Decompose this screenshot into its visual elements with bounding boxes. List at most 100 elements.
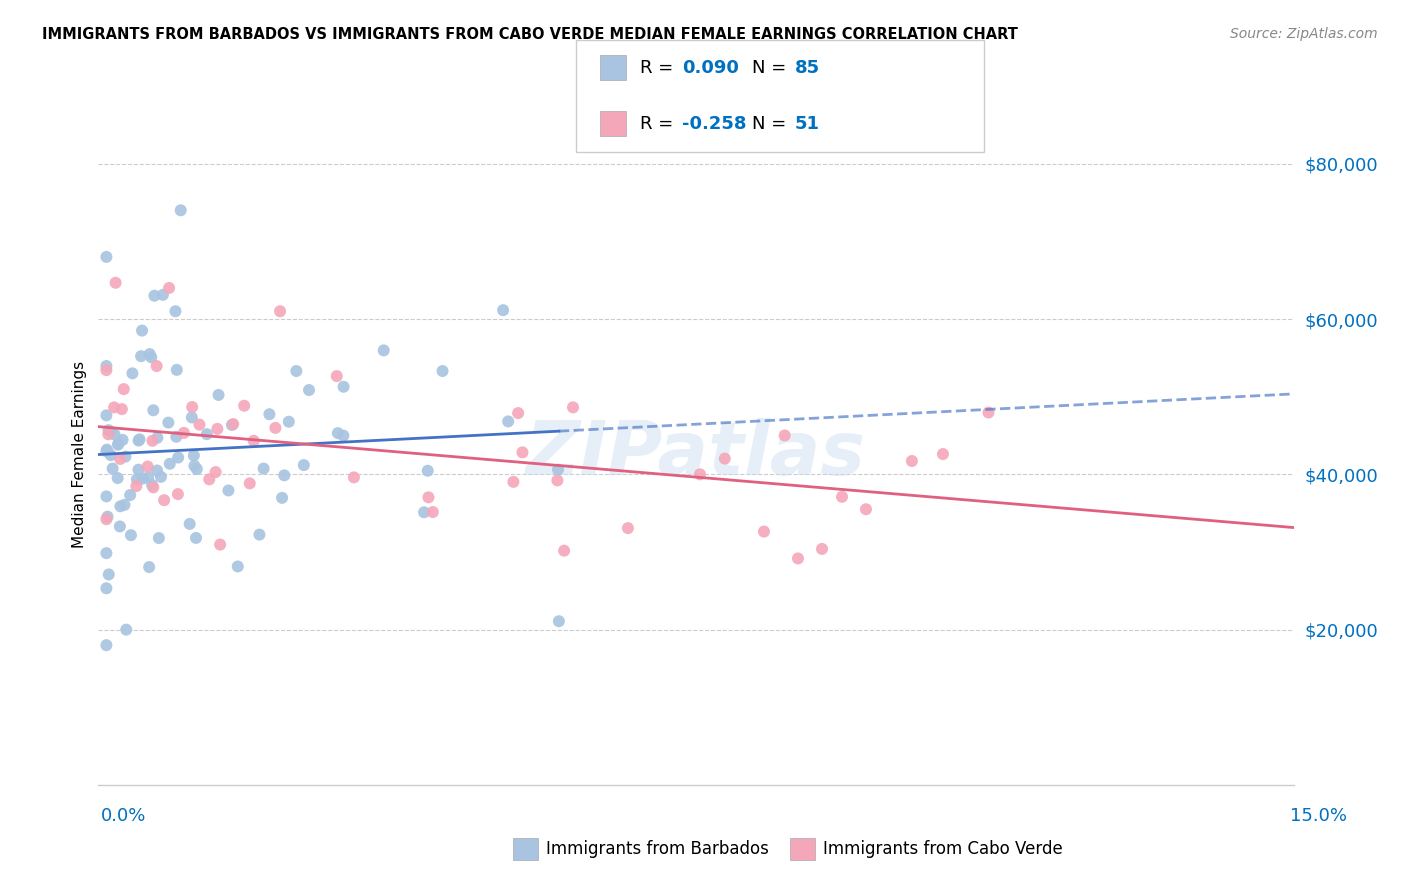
Point: [166, 363, 188, 377]
Point: [114, 450, 136, 464]
Point: [128, 433, 150, 447]
Point: [179, 516, 201, 531]
Point: [207, 388, 229, 402]
Point: [100, 448, 122, 462]
Point: [111, 402, 134, 417]
Point: [146, 463, 169, 477]
Point: [713, 451, 735, 466]
Point: [269, 304, 291, 318]
Point: [145, 359, 167, 373]
Point: [142, 480, 165, 494]
Point: [207, 422, 229, 436]
Point: [855, 502, 877, 516]
Point: [811, 541, 834, 556]
Point: [547, 463, 569, 477]
Point: [149, 470, 172, 484]
Point: [138, 347, 160, 361]
Point: [413, 505, 436, 519]
Point: [97, 567, 120, 582]
Point: [96, 442, 118, 457]
Point: [96, 490, 118, 504]
Point: [548, 614, 571, 628]
Point: [96, 546, 118, 560]
Point: [97, 509, 120, 524]
Point: [298, 383, 321, 397]
Point: [326, 369, 349, 384]
Point: [165, 304, 187, 318]
Point: [198, 472, 221, 486]
Point: [188, 417, 211, 432]
Point: [252, 461, 274, 475]
Point: [264, 421, 287, 435]
Point: [418, 491, 440, 505]
Point: [416, 464, 439, 478]
Point: [546, 474, 568, 488]
Text: Immigrants from Barbados: Immigrants from Barbados: [546, 840, 769, 858]
Point: [97, 423, 120, 437]
Point: [373, 343, 395, 358]
Point: [183, 449, 205, 463]
Point: [432, 364, 454, 378]
Point: [141, 351, 163, 365]
Point: [136, 470, 159, 484]
Point: [114, 498, 136, 512]
Point: [146, 431, 169, 445]
Text: ZIPatlas: ZIPatlas: [526, 418, 866, 491]
Point: [932, 447, 955, 461]
Text: R =: R =: [640, 115, 679, 133]
Point: [96, 250, 118, 264]
Point: [96, 363, 118, 377]
Point: [221, 417, 243, 432]
Point: [128, 434, 150, 448]
Point: [183, 458, 205, 473]
Point: [195, 427, 218, 442]
Point: [831, 490, 853, 504]
Point: [170, 203, 193, 218]
Point: [977, 405, 1000, 419]
Point: [120, 488, 142, 502]
Text: N =: N =: [752, 59, 792, 77]
Point: [787, 551, 810, 566]
Point: [249, 527, 271, 541]
Point: [100, 425, 122, 439]
Point: [553, 543, 575, 558]
Point: [277, 415, 299, 429]
Point: [181, 400, 204, 414]
Point: [773, 428, 796, 442]
Point: [204, 465, 226, 479]
Point: [142, 403, 165, 417]
Point: [96, 638, 118, 652]
Point: [259, 407, 281, 421]
Text: Immigrants from Cabo Verde: Immigrants from Cabo Verde: [823, 840, 1063, 858]
Point: [125, 472, 148, 486]
Point: [103, 427, 125, 442]
Point: [422, 505, 444, 519]
Point: [153, 493, 176, 508]
Point: [96, 359, 118, 373]
Point: [242, 434, 264, 448]
Point: [239, 476, 262, 491]
Point: [173, 425, 195, 440]
Point: [97, 427, 120, 442]
Point: [186, 462, 208, 476]
Point: [512, 445, 534, 459]
Point: [141, 478, 163, 492]
Point: [502, 475, 524, 489]
Point: [131, 324, 153, 338]
Point: [159, 457, 181, 471]
Point: [108, 452, 131, 467]
Point: [125, 479, 148, 493]
Point: [901, 454, 924, 468]
Point: [107, 438, 129, 452]
Y-axis label: Median Female Earnings: Median Female Earnings: [72, 361, 87, 549]
Text: N =: N =: [752, 115, 792, 133]
Point: [107, 471, 129, 485]
Point: [617, 521, 640, 535]
Point: [143, 289, 166, 303]
Point: [233, 399, 256, 413]
Point: [141, 434, 163, 448]
Point: [492, 303, 515, 318]
Point: [138, 560, 160, 574]
Point: [752, 524, 775, 539]
Text: -0.258: -0.258: [682, 115, 747, 133]
